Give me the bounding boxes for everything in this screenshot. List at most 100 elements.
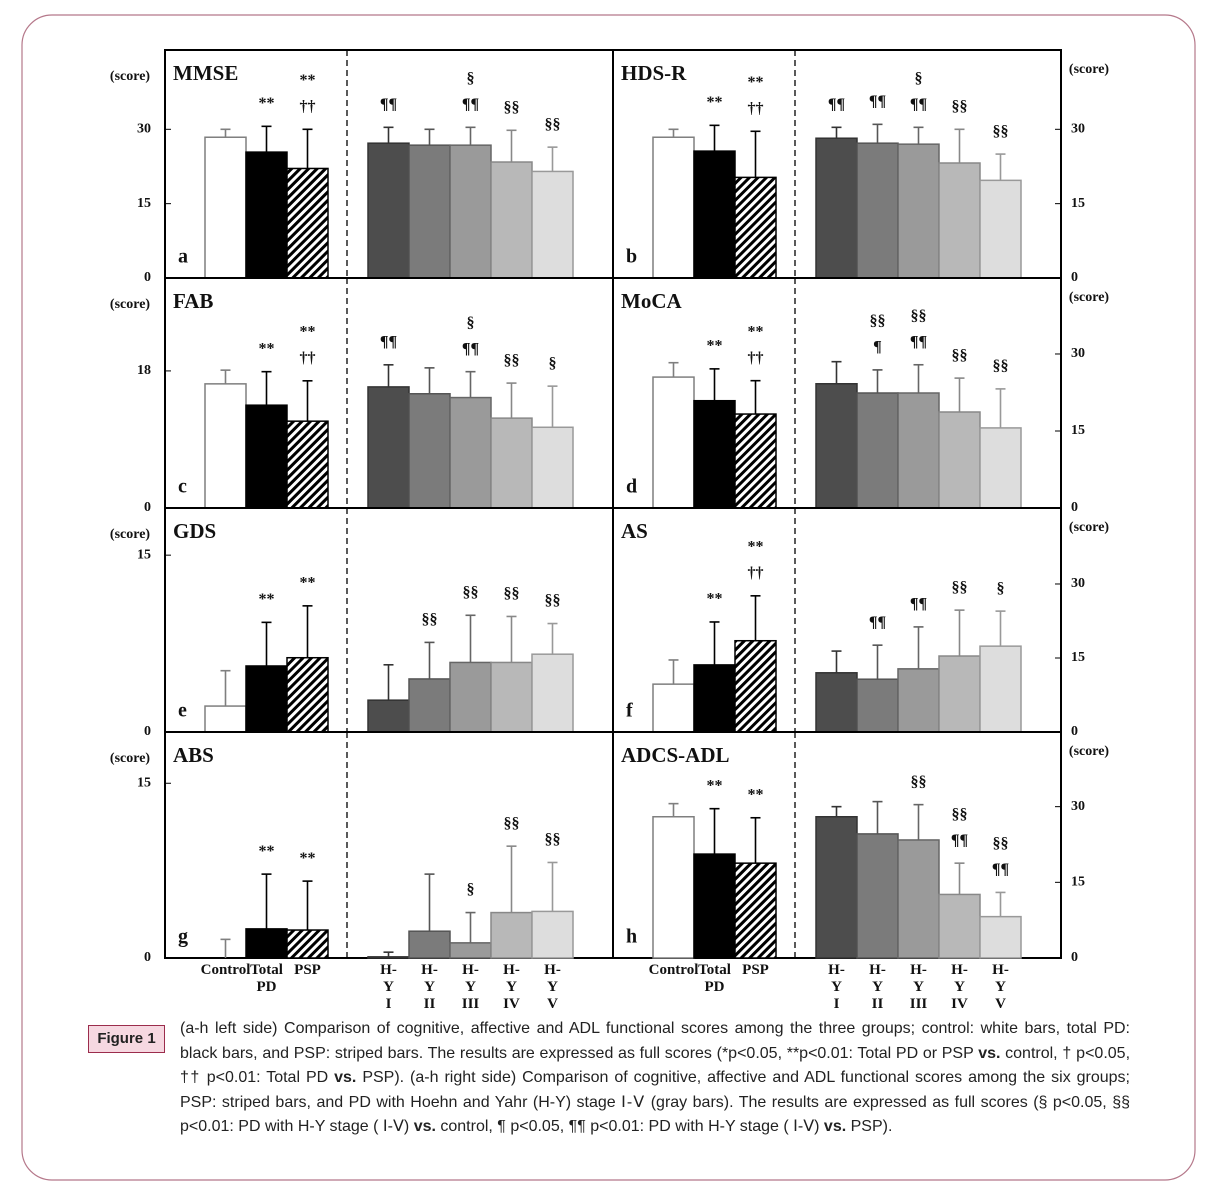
figure-label: Figure 1 xyxy=(88,1025,165,1053)
bar xyxy=(490,911,533,959)
significance-mark: §§ xyxy=(545,831,561,848)
y-tick-label: 0 xyxy=(144,500,151,515)
caption-text: vs. xyxy=(823,1118,847,1135)
bar xyxy=(734,639,777,733)
bar xyxy=(693,664,736,733)
panel-title: GDS xyxy=(173,519,216,543)
y-axis-label: (score) xyxy=(110,751,150,766)
caption: (a-h left side) Comparison of cognitive,… xyxy=(180,1017,1130,1140)
bar xyxy=(449,396,492,509)
x-tick-label: Total PD xyxy=(250,962,283,995)
bar xyxy=(815,816,858,959)
panel-letter: e xyxy=(178,700,187,722)
x-tick-label: PSP xyxy=(742,962,769,978)
bar xyxy=(204,383,247,509)
bar xyxy=(938,655,981,733)
significance-mark: §§ xyxy=(504,815,520,832)
significance-mark: ¶¶ xyxy=(869,614,886,631)
x-tick-label: H-Y II xyxy=(869,962,886,1012)
significance-mark: §§ xyxy=(545,116,561,133)
bar xyxy=(652,136,695,279)
significance-mark: ** xyxy=(748,786,764,803)
significance-mark: §§ xyxy=(993,835,1009,852)
panel-letter: f xyxy=(626,700,633,722)
y-tick-label: 15 xyxy=(137,775,151,790)
significance-mark: §§ xyxy=(422,611,438,628)
bar xyxy=(897,668,940,733)
significance-mark: §§ xyxy=(993,358,1009,375)
bar xyxy=(856,392,899,509)
significance-mark: ¶¶ xyxy=(992,861,1009,878)
significance-mark: †† xyxy=(748,564,764,581)
bar xyxy=(490,161,533,279)
significance-mark: ¶¶ xyxy=(869,93,886,110)
significance-mark: § xyxy=(467,314,475,331)
significance-mark: §§ xyxy=(911,773,927,790)
bar xyxy=(693,853,736,959)
panel-letter: g xyxy=(178,926,188,948)
y-axis-label: (score) xyxy=(1069,290,1109,305)
significance-mark: †† xyxy=(300,98,316,115)
bar xyxy=(938,411,981,509)
y-tick-label: 15 xyxy=(137,196,151,211)
significance-mark: ** xyxy=(707,94,723,111)
x-tick-label: Control xyxy=(648,962,699,978)
y-tick-label: 0 xyxy=(144,270,151,285)
bar xyxy=(652,816,695,959)
y-axis-label: (score) xyxy=(1069,744,1109,759)
bar xyxy=(367,386,410,509)
y-tick-label: 15 xyxy=(1071,196,1085,211)
significance-mark: § xyxy=(549,355,557,372)
panel-title: FAB xyxy=(173,289,213,313)
y-axis-label: (score) xyxy=(1069,62,1109,77)
bar xyxy=(490,661,533,733)
significance-mark: ¶¶ xyxy=(462,96,479,113)
significance-mark: †† xyxy=(748,100,764,117)
bar xyxy=(856,833,899,959)
panel-letter: a xyxy=(178,246,188,268)
significance-mark: ** xyxy=(300,850,316,867)
bar xyxy=(245,928,288,959)
significance-mark: §§ xyxy=(993,123,1009,140)
bar xyxy=(408,144,451,279)
bar xyxy=(367,699,410,733)
bar xyxy=(286,420,329,509)
significance-mark: ** xyxy=(259,843,275,860)
significance-mark: §§ xyxy=(952,347,968,364)
significance-mark: †† xyxy=(300,349,316,366)
y-tick-label: 0 xyxy=(1071,500,1078,515)
significance-mark: ** xyxy=(259,95,275,112)
significance-mark: ** xyxy=(707,777,723,794)
bar xyxy=(856,678,899,733)
significance-mark: ** xyxy=(748,538,764,555)
bar xyxy=(897,392,940,509)
significance-mark: ** xyxy=(707,591,723,608)
y-tick-label: 15 xyxy=(1071,875,1085,890)
bar xyxy=(979,179,1022,279)
bar xyxy=(815,672,858,733)
significance-mark: §§ xyxy=(911,307,927,324)
y-axis-label: (score) xyxy=(110,527,150,542)
significance-mark: §§ xyxy=(545,592,561,609)
significance-mark: § xyxy=(467,70,475,87)
bar xyxy=(531,426,574,509)
significance-mark: §§ xyxy=(952,806,968,823)
bar xyxy=(449,942,492,959)
caption-text: (a-h left side) Comparison of cognitive,… xyxy=(180,1020,1130,1062)
y-axis-label: (score) xyxy=(110,297,150,312)
x-tick-label: H-Y IV xyxy=(951,962,968,1012)
bar xyxy=(245,151,288,279)
x-tick-label: H-Y V xyxy=(992,962,1009,1012)
bar xyxy=(286,929,329,959)
panel-title: MoCA xyxy=(621,289,682,313)
x-tick-label: Control xyxy=(200,962,251,978)
bar xyxy=(979,427,1022,509)
y-tick-label: 15 xyxy=(1071,423,1085,438)
caption-text: control, † p<0.05, †† p<0.01: Total PD xyxy=(180,1044,1131,1087)
bar xyxy=(897,839,940,959)
x-tick-label: Total PD xyxy=(698,962,731,995)
y-tick-label: 15 xyxy=(1071,650,1085,665)
significance-mark: § xyxy=(997,580,1005,597)
caption-text: vs. xyxy=(978,1044,1001,1062)
